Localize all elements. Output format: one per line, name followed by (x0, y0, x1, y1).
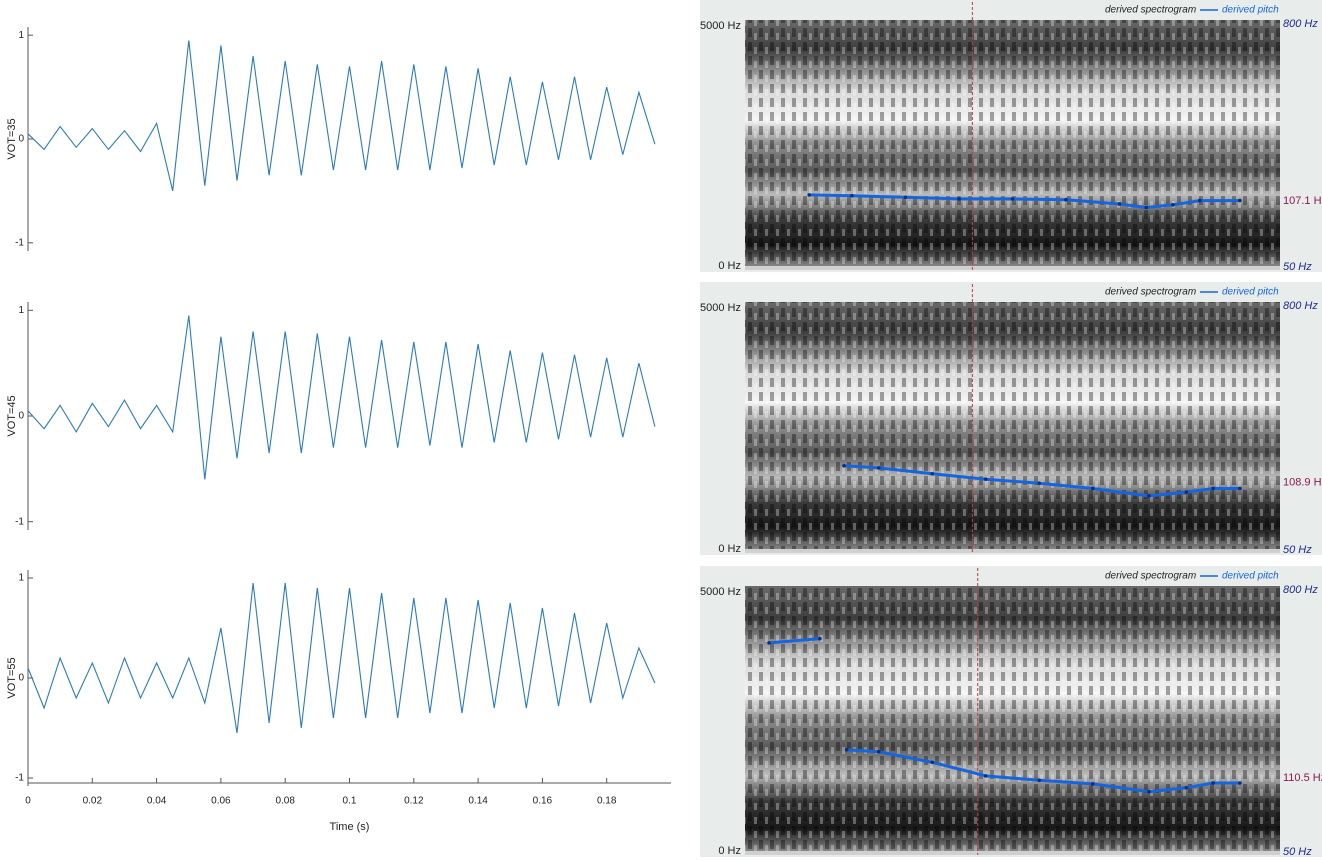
pitch-point (850, 193, 854, 198)
pitch-point (1147, 494, 1151, 498)
y2-tick-label: 800 Hz (1283, 300, 1318, 312)
x-tick-label: 0.08 (275, 796, 295, 807)
pitch-point (1211, 781, 1215, 785)
cursor-pitch-label: 108.9 Hz (1283, 476, 1322, 488)
x-tick-label: 0.18 (597, 796, 617, 807)
pitch-point (818, 636, 822, 641)
waveform (27, 582, 656, 734)
y-axis-label: VOT=55 (6, 657, 18, 698)
pitch-point (1064, 197, 1068, 202)
cursor-pitch-label: 110.5 Hz (1283, 772, 1322, 784)
legend-entry: derived pitch (1222, 5, 1279, 16)
pitch-point (1184, 490, 1189, 494)
y-tick-label: 1 (18, 573, 24, 584)
y-tick-label: 0 Hz (718, 845, 741, 857)
y-tick-label: -1 (15, 516, 24, 527)
y-tick-label: 0 Hz (718, 543, 741, 555)
pitch-point (930, 471, 935, 476)
pitch-point (1238, 198, 1242, 203)
waveform (27, 40, 656, 192)
y-tick-label: 1 (18, 30, 24, 41)
y-tick-label: 0 (18, 134, 24, 145)
pitch-point (1147, 789, 1151, 794)
pitch-point (1090, 486, 1095, 491)
pitch-point (1211, 486, 1215, 491)
pitch-point (1171, 203, 1175, 207)
legend-spectrogram: derived spectrogram (1105, 5, 1196, 16)
cursor-pitch-label: 107.1 Hz (1283, 195, 1322, 207)
y-tick-label: 0 Hz (718, 260, 741, 272)
pitch-point (957, 197, 961, 201)
pitch-point (1010, 197, 1015, 201)
y2-tick-label: 800 Hz (1283, 584, 1318, 596)
pitch-line (768, 637, 1240, 794)
x-tick-label: 0.02 (83, 796, 103, 807)
y-tick-label: -1 (15, 237, 24, 248)
x-axis-label: Time (s) (330, 821, 370, 833)
y-tick-label: 5000 Hz (700, 20, 741, 32)
x-tick-label: 0 (25, 796, 31, 807)
y-tick-label: -1 (15, 773, 24, 784)
legend-entry: derived pitch (1222, 571, 1279, 582)
x-tick-label: 0.12 (404, 796, 424, 807)
pitch-point (1090, 782, 1095, 786)
pitch-point (876, 466, 881, 470)
y2-tick-label: 50 Hz (1283, 544, 1312, 556)
legend-spectrogram: derived spectrogram (1105, 287, 1196, 298)
y2-tick-label: 50 Hz (1283, 261, 1312, 273)
y-tick-label: 5000 Hz (700, 302, 741, 314)
pitch-point (930, 760, 935, 765)
x-tick-label: 0.14 (468, 796, 488, 807)
pitch-point (767, 641, 771, 645)
pitch-point (983, 477, 988, 481)
pitch-point (1037, 778, 1042, 783)
spectrogram-edge (745, 851, 1280, 855)
pitch-point (1117, 202, 1122, 206)
y-axis-label: VOT=35 (6, 118, 18, 159)
spectrogram-striations (745, 586, 1280, 855)
pitch-point (1184, 785, 1189, 790)
y-tick-label: 0 (18, 411, 24, 422)
y-tick-label: 1 (18, 305, 24, 316)
pitch-point (1197, 198, 1202, 203)
y2-tick-label: 800 Hz (1283, 18, 1318, 30)
x-tick-label: 0.1 (343, 796, 357, 807)
y-tick-label: 5000 Hz (700, 586, 741, 598)
y2-tick-label: 50 Hz (1283, 846, 1312, 858)
pitch-point (842, 464, 846, 468)
x-tick-label: 0.06 (211, 796, 231, 807)
pitch-point (844, 747, 849, 752)
x-tick-label: 0.04 (147, 796, 167, 807)
legend-spectrogram: derived spectrogram (1105, 571, 1196, 582)
spectrogram-striations (745, 302, 1280, 553)
y-axis-label: VOT=45 (6, 395, 18, 436)
spectrogram-edge (745, 549, 1280, 553)
pitch-point (1238, 781, 1242, 785)
pitch-point (983, 774, 988, 778)
waveform (27, 315, 656, 480)
pitch-point (1238, 486, 1242, 491)
pitch-line (843, 464, 1240, 498)
pitch-point (1037, 481, 1042, 486)
spectrogram-striations (745, 20, 1280, 270)
x-tick-label: 0.16 (533, 796, 553, 807)
y-tick-label: 0 (18, 673, 24, 684)
pitch-point (876, 749, 881, 754)
pitch-point (1144, 205, 1149, 210)
pitch-point (807, 193, 811, 197)
spectrogram-edge (745, 266, 1280, 270)
legend-entry: derived pitch (1222, 287, 1279, 298)
pitch-point (903, 195, 908, 200)
